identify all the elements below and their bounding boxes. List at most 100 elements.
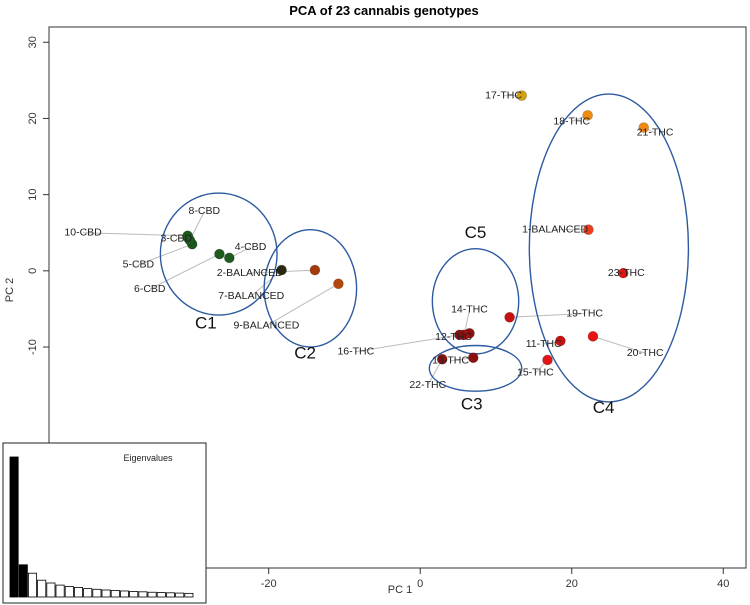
eigenvalue-bar — [175, 592, 185, 598]
cluster-label: C3 — [461, 394, 483, 413]
point-label: 16-THC — [337, 345, 374, 357]
eigenvalue-bar — [156, 592, 166, 598]
leader-line — [355, 334, 460, 353]
eigenvalue-bar — [165, 592, 175, 598]
eigenvalue-bar — [147, 591, 157, 598]
leader-line — [83, 232, 188, 237]
cluster-ellipse — [159, 192, 278, 316]
leader-line — [509, 313, 585, 318]
data-point — [276, 264, 287, 276]
data-point — [582, 110, 593, 121]
data-point — [617, 267, 629, 279]
eigenvalue-bar — [46, 582, 56, 598]
point-label: 14-THC — [451, 303, 488, 315]
point-label: 19-THC — [566, 307, 603, 319]
point-label: 1-BALANCED — [522, 223, 588, 235]
point-label: 6-CBD — [134, 283, 166, 295]
leader-line — [592, 335, 646, 354]
inset-title: Eigenvalues — [123, 453, 173, 463]
x-axis-label: PC 1 — [388, 584, 412, 596]
y-tick-label: 20 — [27, 112, 39, 124]
y-axis: -10 0 10 20 30 — [27, 36, 49, 355]
cluster-ellipses: C1 C2 C3 C4 C5 — [159, 93, 690, 417]
point-label: 5-CBD — [123, 259, 155, 271]
point-label: 18-THC — [553, 115, 590, 127]
data-point — [555, 335, 566, 347]
y-tick-label: 30 — [27, 36, 39, 48]
data-point — [309, 264, 321, 276]
chart-title: PCA of 23 cannabis genotypes — [289, 3, 479, 18]
eigenvalue-bar — [18, 564, 28, 598]
point-label: 9-BALANCED — [233, 319, 299, 331]
data-point — [467, 352, 479, 363]
cluster-ellipse — [428, 344, 523, 392]
data-point — [504, 312, 515, 323]
cluster-label: C1 — [195, 314, 217, 333]
eigenvalue-bar — [92, 588, 102, 598]
eigenvalue-bar — [83, 588, 93, 598]
eigenvalue-bar — [138, 591, 148, 598]
point-label: 10-CBD — [64, 227, 102, 239]
eigenvalue-bar — [184, 592, 194, 598]
x-tick-label: 20 — [566, 578, 578, 590]
data-point — [542, 354, 553, 366]
point-label: 2-BALANCED — [217, 267, 283, 279]
data-point — [638, 122, 650, 133]
eigenvalue-bar — [120, 590, 130, 598]
eigenvalue-bar — [129, 591, 139, 598]
leader-line — [138, 243, 193, 266]
point-label: 23-THC — [608, 267, 645, 279]
data-point — [587, 331, 599, 342]
point-label: 11-THC — [526, 338, 562, 350]
x-axis: -20 0 20 40 — [261, 568, 729, 590]
cluster-label: C5 — [465, 223, 487, 242]
leader-line — [149, 253, 220, 290]
point-label: 15-THC — [517, 367, 554, 379]
cluster-label: C2 — [294, 343, 316, 362]
data-point — [583, 224, 594, 235]
eigenvalue-bars — [9, 456, 194, 598]
eigenvalue-bar — [37, 579, 47, 598]
point-label: 17-THC — [485, 89, 522, 101]
data-point — [454, 329, 465, 341]
point-labels: 1-BALANCED 2-BALANCED 3-CBD 4-CBD 5-CBD 6-CBD… — [64, 89, 673, 391]
point-label: 22-THC — [409, 379, 446, 391]
x-tick-label: -20 — [261, 578, 277, 590]
data-points — [182, 90, 650, 366]
leader-line — [250, 269, 282, 297]
eigenvalue-bar — [101, 589, 111, 598]
point-label: 7-BALANCED — [218, 290, 284, 302]
eigenvalue-bar — [9, 456, 19, 598]
eigenvalue-bar — [64, 586, 74, 598]
point-label: 4-CBD — [235, 241, 267, 253]
point-label: 8-CBD — [189, 205, 221, 217]
eigenvalues-inset: Eigenvalues — [2, 442, 207, 604]
data-point — [436, 353, 448, 365]
data-point — [224, 252, 235, 264]
x-tick-label: 40 — [717, 578, 729, 590]
data-point — [516, 90, 528, 101]
y-axis-label: PC 2 — [4, 278, 16, 302]
data-point — [182, 230, 193, 242]
eigenvalue-bar — [27, 572, 37, 598]
cluster-ellipse — [263, 228, 358, 348]
plot-frame — [48, 26, 747, 569]
y-tick-label: 0 — [27, 268, 39, 274]
point-label: 12-THC — [435, 331, 472, 343]
eigenvalue-bar — [74, 587, 84, 598]
x-tick-label: 0 — [417, 578, 423, 590]
y-tick-label: -10 — [27, 339, 39, 355]
y-tick-label: 10 — [27, 189, 39, 201]
leader-line — [266, 283, 339, 327]
point-label: 13-THC — [432, 355, 469, 367]
cluster-ellipse — [528, 93, 690, 403]
point-label: 3-CBD — [161, 233, 193, 245]
point-label: 21-THC — [637, 127, 674, 139]
eigenvalue-bar — [55, 584, 65, 598]
data-point — [333, 278, 344, 290]
cluster-label: C4 — [593, 398, 615, 417]
data-point — [214, 248, 225, 260]
point-label: 20-THC — [627, 347, 664, 359]
eigenvalue-bar — [110, 590, 120, 598]
